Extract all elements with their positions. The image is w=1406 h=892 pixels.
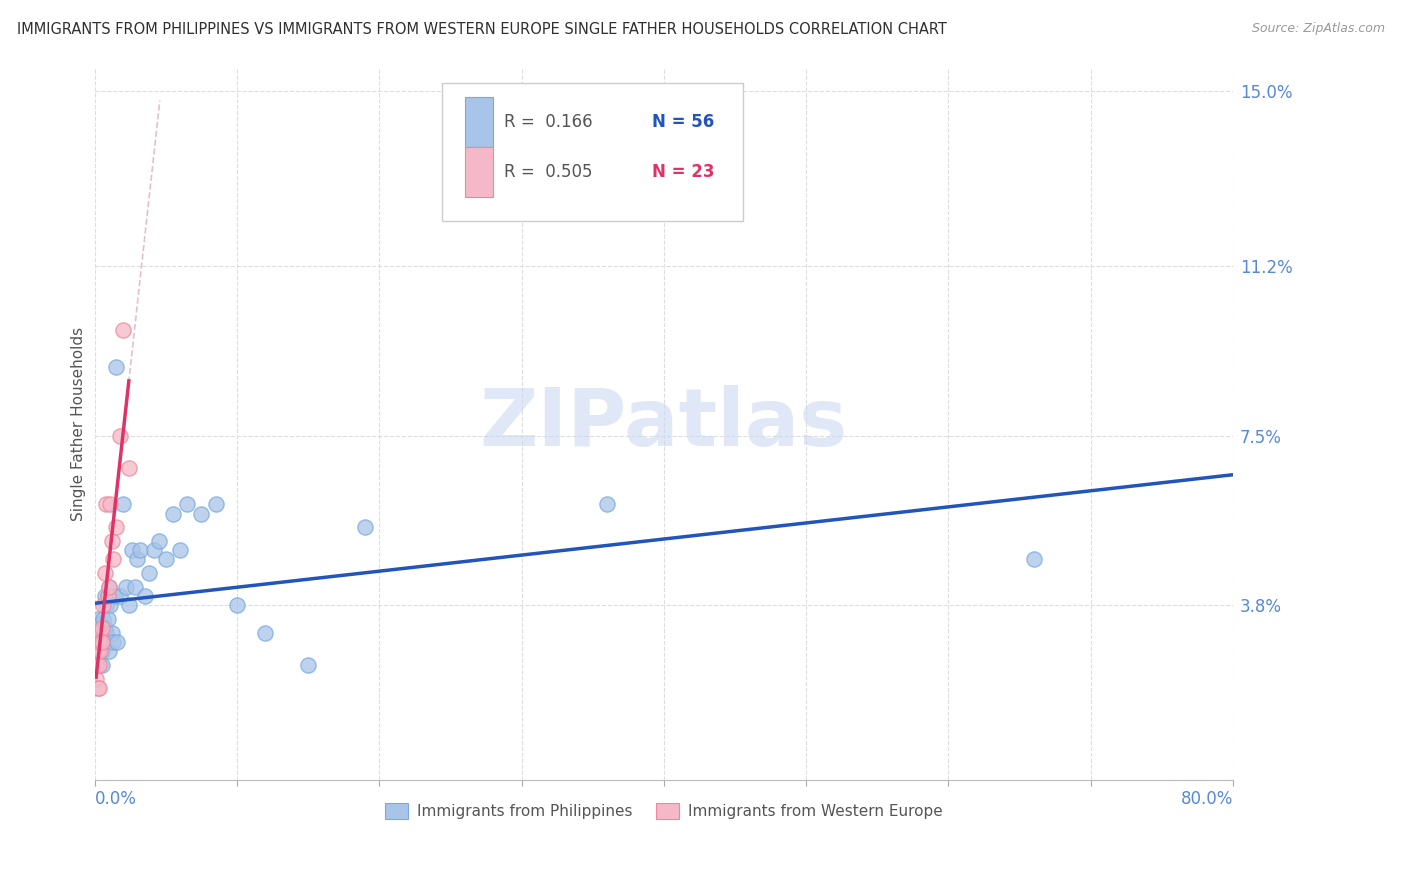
Point [90, 657, 112, 672]
Point [127, 552, 149, 566]
Point [87, 681, 110, 695]
Point [110, 589, 132, 603]
Point [134, 589, 156, 603]
Text: ZIPatlas: ZIPatlas [479, 385, 848, 463]
Point [89, 625, 111, 640]
Text: R =  0.505: R = 0.505 [505, 162, 593, 180]
Point [94, 497, 117, 511]
Point [89, 644, 111, 658]
Point [190, 507, 212, 521]
Point [97, 580, 120, 594]
Point [91, 612, 114, 626]
Legend: Immigrants from Philippines, Immigrants from Western Europe: Immigrants from Philippines, Immigrants … [380, 797, 949, 825]
Point [90, 635, 112, 649]
Point [86, 644, 108, 658]
Point [91, 635, 114, 649]
Point [96, 589, 118, 603]
Point [129, 543, 152, 558]
Point [155, 552, 177, 566]
Point [90, 621, 112, 635]
Point [254, 625, 277, 640]
Point [124, 580, 146, 594]
Text: R =  0.166: R = 0.166 [505, 113, 593, 131]
Point [89, 625, 111, 640]
Point [112, 497, 135, 511]
Point [148, 534, 170, 549]
FancyBboxPatch shape [441, 83, 744, 221]
Point [84, 672, 107, 686]
Point [104, 589, 127, 603]
Point [1022, 552, 1045, 566]
Point [115, 580, 138, 594]
Point [596, 497, 619, 511]
Point [87, 657, 110, 672]
Text: 80.0%: 80.0% [1181, 790, 1233, 808]
Point [93, 621, 115, 635]
Point [91, 599, 114, 613]
Point [93, 566, 115, 581]
Point [101, 625, 124, 640]
Text: 0.0%: 0.0% [94, 790, 136, 808]
Point [87, 635, 110, 649]
Point [297, 657, 319, 672]
Text: IMMIGRANTS FROM PHILIPPINES VS IMMIGRANTS FROM WESTERN EUROPE SINGLE FATHER HOUS: IMMIGRANTS FROM PHILIPPINES VS IMMIGRANT… [17, 22, 946, 37]
Point [143, 543, 166, 558]
Point [93, 589, 115, 603]
Point [204, 497, 226, 511]
Point [90, 625, 112, 640]
Point [97, 580, 120, 594]
Point [118, 599, 141, 613]
Point [87, 621, 110, 635]
Point [89, 616, 111, 631]
Point [87, 657, 110, 672]
Point [94, 599, 117, 613]
Point [86, 625, 108, 640]
Point [110, 428, 132, 442]
Point [97, 644, 120, 658]
Point [107, 635, 129, 649]
Point [87, 648, 110, 663]
FancyBboxPatch shape [464, 97, 494, 147]
Point [103, 552, 125, 566]
Point [138, 566, 160, 581]
Point [162, 507, 184, 521]
Point [89, 644, 111, 658]
Point [101, 534, 124, 549]
Point [96, 612, 118, 626]
Point [169, 543, 191, 558]
Point [98, 599, 121, 613]
Point [354, 520, 377, 534]
Point [112, 323, 135, 337]
Point [86, 681, 108, 695]
Point [105, 359, 128, 374]
Text: Source: ZipAtlas.com: Source: ZipAtlas.com [1251, 22, 1385, 36]
Point [90, 635, 112, 649]
Point [118, 460, 141, 475]
Point [121, 543, 143, 558]
FancyBboxPatch shape [464, 147, 494, 196]
Point [84, 657, 107, 672]
Point [96, 589, 118, 603]
Point [176, 497, 198, 511]
Point [84, 635, 107, 649]
Point [86, 644, 108, 658]
Point [90, 644, 112, 658]
Text: N = 56: N = 56 [652, 113, 714, 131]
Text: N = 23: N = 23 [652, 162, 714, 180]
Point [98, 497, 121, 511]
Y-axis label: Single Father Households: Single Father Households [72, 327, 86, 521]
Point [94, 625, 117, 640]
Point [105, 520, 128, 534]
Point [103, 635, 125, 649]
Point [89, 635, 111, 649]
Point [89, 635, 111, 649]
Point [86, 612, 108, 626]
Point [226, 599, 249, 613]
